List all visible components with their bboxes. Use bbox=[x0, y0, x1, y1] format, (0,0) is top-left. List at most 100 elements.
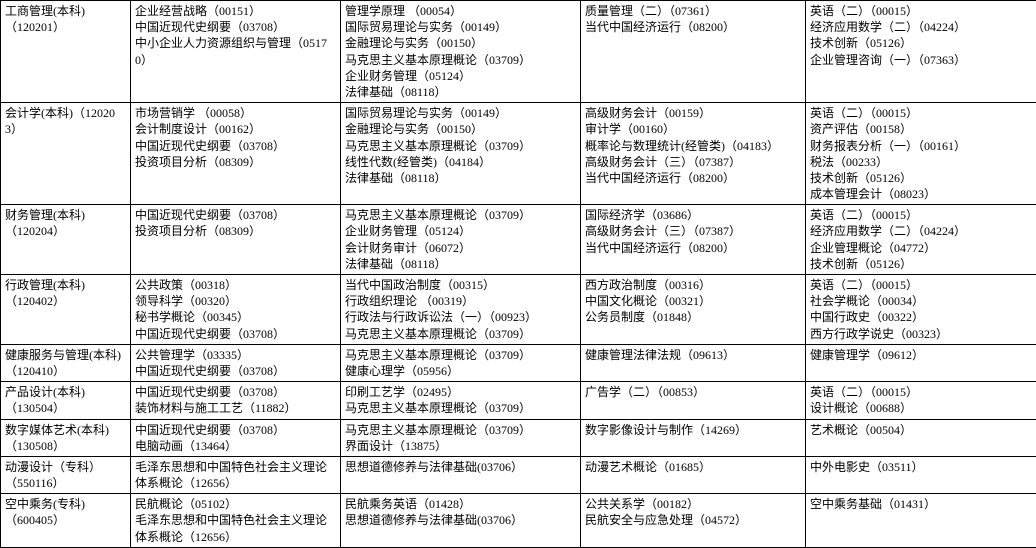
cell-line: 税法（00233） bbox=[810, 154, 1032, 170]
cell-c1: 公共管理学（03335）中国近现代史纲要（03708） bbox=[131, 344, 341, 381]
cell-c0: 数字媒体艺术(本科)（130508） bbox=[1, 419, 131, 456]
cell-line: 国际贸易理论与实务（00149） bbox=[345, 105, 576, 121]
cell-c1: 公共政策（00318）领导科学（00320）秘书学概论（00345）中国近现代史… bbox=[131, 275, 341, 345]
cell-line: 空中乘务基础（01431） bbox=[810, 496, 1032, 512]
cell-line: 中国近现代史纲要（03708） bbox=[135, 363, 336, 379]
cell-line: 经济应用数学（二）（04224） bbox=[810, 19, 1032, 35]
cell-line: 技术创新（05126） bbox=[810, 35, 1032, 51]
cell-line: （120204） bbox=[5, 223, 126, 239]
cell-line: 毛泽东思想和中国特色社会主义理论体系概论（12656） bbox=[135, 459, 336, 491]
cell-line: 会计财务审计（06072） bbox=[345, 240, 576, 256]
cell-c3: 数字影像设计与制作（14269） bbox=[581, 419, 806, 456]
cell-line: 中国文化概论（00321） bbox=[585, 293, 801, 309]
course-table: 工商管理(本科)（120201）企业经营战略（00151）中国近现代史纲要（03… bbox=[0, 0, 1036, 548]
cell-line: 空中乘务(专科) bbox=[5, 496, 126, 512]
cell-line: 马克思主义基本原理概论（03709） bbox=[345, 52, 576, 68]
cell-c1: 中国近现代史纲要（03708）电脑动画（13464） bbox=[131, 419, 341, 456]
cell-line: 英语（二）（00015） bbox=[810, 3, 1032, 19]
cell-line: 审计学（00160） bbox=[585, 121, 801, 137]
cell-line: 西方行政学说史（00323） bbox=[810, 326, 1032, 342]
cell-c3: 健康管理法律法规（09613） bbox=[581, 344, 806, 381]
cell-line: 法律基础（08118） bbox=[345, 84, 576, 100]
cell-line: 领导科学（00320） bbox=[135, 293, 336, 309]
cell-line: 思想道德修养与法律基础(03706） bbox=[345, 512, 576, 528]
cell-c3: 国际经济学（03686）高级财务会计（三）（07387）当代中国经济运行（082… bbox=[581, 205, 806, 275]
cell-line: 法律基础（08118） bbox=[345, 170, 576, 186]
cell-line: 马克思主义基本原理概论（03709） bbox=[345, 207, 576, 223]
cell-line: （120402） bbox=[5, 293, 126, 309]
cell-c2: 马克思主义基本原理概论（03709）界面设计（13875） bbox=[341, 419, 581, 456]
cell-line: 西方政治制度（00316） bbox=[585, 277, 801, 293]
cell-line: 管理学原理 （00054） bbox=[345, 3, 576, 19]
table-row: 行政管理(本科)（120402）公共政策（00318）领导科学（00320）秘书… bbox=[1, 275, 1036, 345]
cell-c2: 民航乘务英语（01428）思想道德修养与法律基础(03706） bbox=[341, 494, 581, 548]
cell-c1: 中国近现代史纲要（03708）投资项目分析（08309） bbox=[131, 205, 341, 275]
cell-line: 设计概论（00688） bbox=[810, 400, 1032, 416]
cell-c4: 英语（二）（00015）经济应用数学（二）（04224）技术创新（05126）企… bbox=[806, 1, 1036, 103]
cell-line: 公共政策（00318） bbox=[135, 277, 336, 293]
cell-line: 马克思主义基本原理概论（03709） bbox=[345, 422, 576, 438]
cell-line: 投资项目分析（08309） bbox=[135, 223, 336, 239]
cell-line: 投资项目分析（08309） bbox=[135, 154, 336, 170]
table-row: 财务管理(本科)（120204）中国近现代史纲要（03708）投资项目分析（08… bbox=[1, 205, 1036, 275]
cell-c3: 高级财务会计（00159）审计学（00160）概率论与数理统计(经管类)（041… bbox=[581, 103, 806, 205]
cell-c2: 管理学原理 （00054）国际贸易理论与实务（00149）金融理论与实务（001… bbox=[341, 1, 581, 103]
cell-line: 英语（二）（00015） bbox=[810, 384, 1032, 400]
cell-line: 马克思主义基本原理概论（03709） bbox=[345, 138, 576, 154]
cell-line: 企业财务管理（05124） bbox=[345, 223, 576, 239]
cell-line: 行政管理(本科) bbox=[5, 277, 126, 293]
cell-c3: 动漫艺术概论（01685） bbox=[581, 456, 806, 493]
cell-line: 数字影像设计与制作（14269） bbox=[585, 422, 801, 438]
cell-c2: 思想道德修养与法律基础(03706） bbox=[341, 456, 581, 493]
cell-line: 技术创新（05126） bbox=[810, 170, 1032, 186]
cell-c4: 英语（二）（00015）经济应用数学（二）（04224）企业管理概论（04772… bbox=[806, 205, 1036, 275]
table-row: 数字媒体艺术(本科)（130508）中国近现代史纲要（03708）电脑动画（13… bbox=[1, 419, 1036, 456]
cell-line: 秘书学概论（00345） bbox=[135, 309, 336, 325]
cell-line: 资产评估（00158） bbox=[810, 121, 1032, 137]
cell-line: （550116） bbox=[5, 475, 126, 491]
cell-c0: 工商管理(本科)（120201） bbox=[1, 1, 131, 103]
cell-line: 中国近现代史纲要（03708） bbox=[135, 19, 336, 35]
cell-c3: 公共关系学（00182）民航安全与应急处理（04572） bbox=[581, 494, 806, 548]
cell-line: 毛泽东思想和中国特色社会主义理论体系概论（12656） bbox=[135, 512, 336, 544]
cell-c2: 印刷工艺学（02495）马克思主义基本原理概论（03709） bbox=[341, 382, 581, 419]
cell-line: 英语（二）（00015） bbox=[810, 207, 1032, 223]
cell-line: 市场营销学 （00058） bbox=[135, 105, 336, 121]
cell-line: 民航安全与应急处理（04572） bbox=[585, 512, 801, 528]
cell-c3: 广告学（二）（00853） bbox=[581, 382, 806, 419]
cell-c1: 民航概论（05102）毛泽东思想和中国特色社会主义理论体系概论（12656） bbox=[131, 494, 341, 548]
cell-line: 动漫设计（专科） bbox=[5, 459, 126, 475]
cell-line: 成本管理会计（08023） bbox=[810, 186, 1032, 202]
cell-line: 马克思主义基本原理概论（03709） bbox=[345, 347, 576, 363]
table-row: 动漫设计（专科）（550116）毛泽东思想和中国特色社会主义理论体系概论（126… bbox=[1, 456, 1036, 493]
cell-line: 中国行政史（00322） bbox=[810, 309, 1032, 325]
cell-c1: 企业经营战略（00151）中国近现代史纲要（03708）中小企业人力资源组织与管… bbox=[131, 1, 341, 103]
cell-line: 数字媒体艺术(本科) bbox=[5, 422, 126, 438]
cell-line: 企业经营战略（00151） bbox=[135, 3, 336, 19]
table-row: 空中乘务(专科)（600405）民航概论（05102）毛泽东思想和中国特色社会主… bbox=[1, 494, 1036, 548]
cell-line: 金融理论与实务（00150） bbox=[345, 35, 576, 51]
cell-c2: 当代中国政治制度（00315）行政组织理论 （00319）行政法与行政诉讼法（一… bbox=[341, 275, 581, 345]
cell-line: 线性代数(经管类)（04184） bbox=[345, 154, 576, 170]
cell-line: 会计制度设计（00162） bbox=[135, 121, 336, 137]
cell-line: （130508） bbox=[5, 438, 126, 454]
cell-c2: 马克思主义基本原理概论（03709）企业财务管理（05124）会计财务审计（06… bbox=[341, 205, 581, 275]
cell-line: 行政组织理论 （00319） bbox=[345, 293, 576, 309]
cell-line: 广告学（二）（00853） bbox=[585, 384, 801, 400]
cell-c4: 英语（二）（00015）资产评估（00158）财务报表分析（一）（00161）税… bbox=[806, 103, 1036, 205]
cell-line: 健康心理学（05956） bbox=[345, 363, 576, 379]
cell-line: 当代中国经济运行（08200） bbox=[585, 240, 801, 256]
cell-line: 马克思主义基本原理概论（03709） bbox=[345, 400, 576, 416]
cell-c2: 马克思主义基本原理概论（03709）健康心理学（05956） bbox=[341, 344, 581, 381]
cell-c0: 行政管理(本科)（120402） bbox=[1, 275, 131, 345]
cell-line: 高级财务会计（三）（07387） bbox=[585, 154, 801, 170]
cell-line: 民航概论（05102） bbox=[135, 496, 336, 512]
cell-c0: 空中乘务(专科)（600405） bbox=[1, 494, 131, 548]
cell-line: 国际贸易理论与实务（00149） bbox=[345, 19, 576, 35]
cell-line: 社会学概论（00034） bbox=[810, 293, 1032, 309]
cell-line: 质量管理（二）（07361） bbox=[585, 3, 801, 19]
cell-line: 中小企业人力资源组织与管理（05170） bbox=[135, 35, 336, 67]
cell-line: 印刷工艺学（02495） bbox=[345, 384, 576, 400]
cell-line: 民航乘务英语（01428） bbox=[345, 496, 576, 512]
cell-c0: 动漫设计（专科）（550116） bbox=[1, 456, 131, 493]
